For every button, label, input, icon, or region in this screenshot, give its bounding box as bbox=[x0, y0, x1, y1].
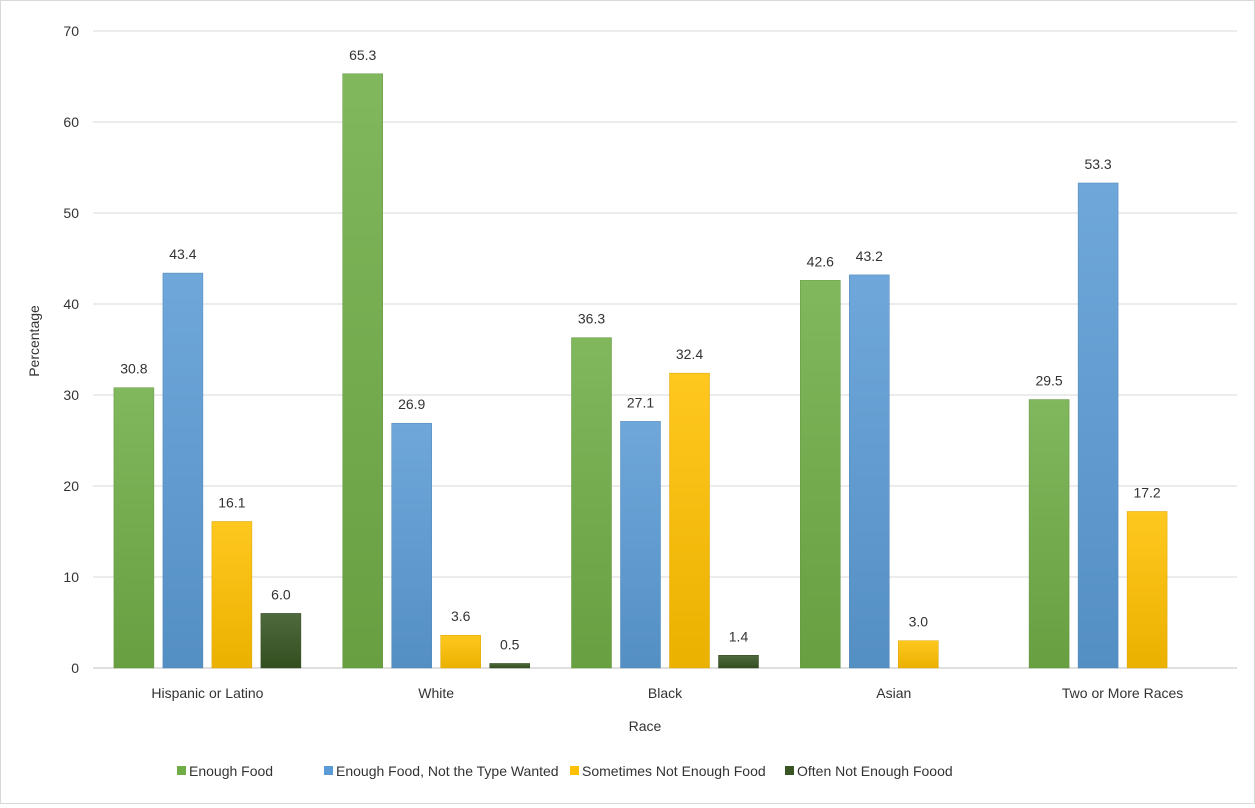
data-label: 29.5 bbox=[1035, 373, 1062, 389]
data-label: 32.4 bbox=[676, 346, 703, 362]
y-tick-label: 10 bbox=[63, 569, 79, 585]
y-tick-label: 30 bbox=[63, 387, 79, 403]
x-axis-ticks: Hispanic or Latino White Black Asian Two or … bbox=[151, 685, 1183, 701]
bar-asian-enough-food bbox=[800, 280, 841, 669]
legend-swatch-enough-food bbox=[177, 766, 186, 775]
data-label: 27.1 bbox=[627, 394, 654, 410]
x-tick-label: Hispanic or Latino bbox=[151, 685, 263, 701]
data-label: 53.3 bbox=[1084, 156, 1111, 172]
bar-two-or-more-races-sometimes-not-enough-food bbox=[1126, 511, 1168, 669]
data-labels: 30.8 43.4 16.1 6.0 65.3 26.9 3.6 0.5 36.3 27.1 32.… bbox=[120, 47, 1161, 653]
legend-swatch-enough-food-not-the-type-wanted bbox=[324, 766, 333, 775]
data-label: 36.3 bbox=[578, 311, 605, 327]
data-label: 6.0 bbox=[271, 586, 291, 602]
data-label: 17.2 bbox=[1133, 484, 1160, 500]
bar-black-sometimes-not-enough-food bbox=[669, 372, 710, 669]
bar-black-enough-food-not-the-type-wanted bbox=[620, 421, 661, 669]
y-tick-label: 50 bbox=[63, 205, 79, 221]
bar-white-enough-food-not-the-type-wanted bbox=[391, 422, 432, 669]
y-tick-label: 60 bbox=[63, 114, 79, 130]
data-label: 43.4 bbox=[169, 246, 196, 262]
x-axis-title: Race bbox=[629, 718, 662, 734]
bar-white-sometimes-not-enough-food bbox=[440, 634, 481, 669]
y-axis-title: Percentage bbox=[26, 305, 42, 377]
data-label: 42.6 bbox=[807, 253, 834, 269]
y-tick-label: 40 bbox=[63, 296, 79, 312]
data-label: 3.0 bbox=[909, 614, 929, 630]
y-tick-label: 20 bbox=[63, 478, 79, 494]
data-label: 30.8 bbox=[120, 361, 147, 377]
data-label: 0.5 bbox=[500, 636, 520, 652]
data-label: 1.4 bbox=[729, 628, 749, 644]
bar-white-enough-food bbox=[342, 73, 383, 669]
bars bbox=[113, 73, 1168, 669]
legend-swatch-sometimes-not-enough-food bbox=[570, 766, 579, 775]
bar-hispanic-or-latino-enough-food-not-the-type-wanted bbox=[162, 272, 204, 669]
legend-label: Often Not Enough Foood bbox=[797, 763, 953, 779]
data-label: 65.3 bbox=[349, 47, 376, 63]
legend-swatch-often-not-enough-foood bbox=[785, 766, 794, 775]
x-tick-label: Two or More Races bbox=[1062, 685, 1183, 701]
bar-two-or-more-races-enough-food bbox=[1028, 399, 1070, 669]
bar-asian-sometimes-not-enough-food bbox=[898, 640, 939, 669]
bar-hispanic-or-latino-enough-food bbox=[113, 387, 155, 669]
bar-hispanic-or-latino-often-not-enough-foood bbox=[260, 613, 302, 669]
legend-label: Enough Food bbox=[189, 763, 273, 779]
x-tick-label: White bbox=[418, 685, 454, 701]
bar-black-enough-food bbox=[571, 337, 612, 669]
legend-label: Sometimes Not Enough Food bbox=[582, 763, 766, 779]
legend: Enough Food Enough Food, Not the Type Wan… bbox=[177, 763, 953, 779]
data-label: 26.9 bbox=[398, 396, 425, 412]
bar-hispanic-or-latino-sometimes-not-enough-food bbox=[211, 521, 253, 669]
bar-black-often-not-enough-foood bbox=[718, 655, 759, 669]
x-tick-label: Black bbox=[648, 685, 683, 701]
legend-label: Enough Food, Not the Type Wanted bbox=[336, 763, 559, 779]
data-label: 16.1 bbox=[218, 494, 245, 510]
bar-two-or-more-races-enough-food-not-the-type-wanted bbox=[1077, 182, 1119, 669]
gridlines bbox=[93, 30, 1237, 669]
y-tick-label: 70 bbox=[63, 23, 79, 39]
data-label: 43.2 bbox=[856, 248, 883, 264]
bar-white-often-not-enough-foood bbox=[489, 663, 530, 669]
bar-asian-enough-food-not-the-type-wanted bbox=[849, 274, 890, 669]
y-tick-label: 0 bbox=[71, 660, 79, 676]
data-label: 3.6 bbox=[451, 608, 471, 624]
y-axis-ticks: 0 10 20 30 40 50 60 70 bbox=[63, 23, 79, 676]
x-tick-label: Asian bbox=[876, 685, 911, 701]
